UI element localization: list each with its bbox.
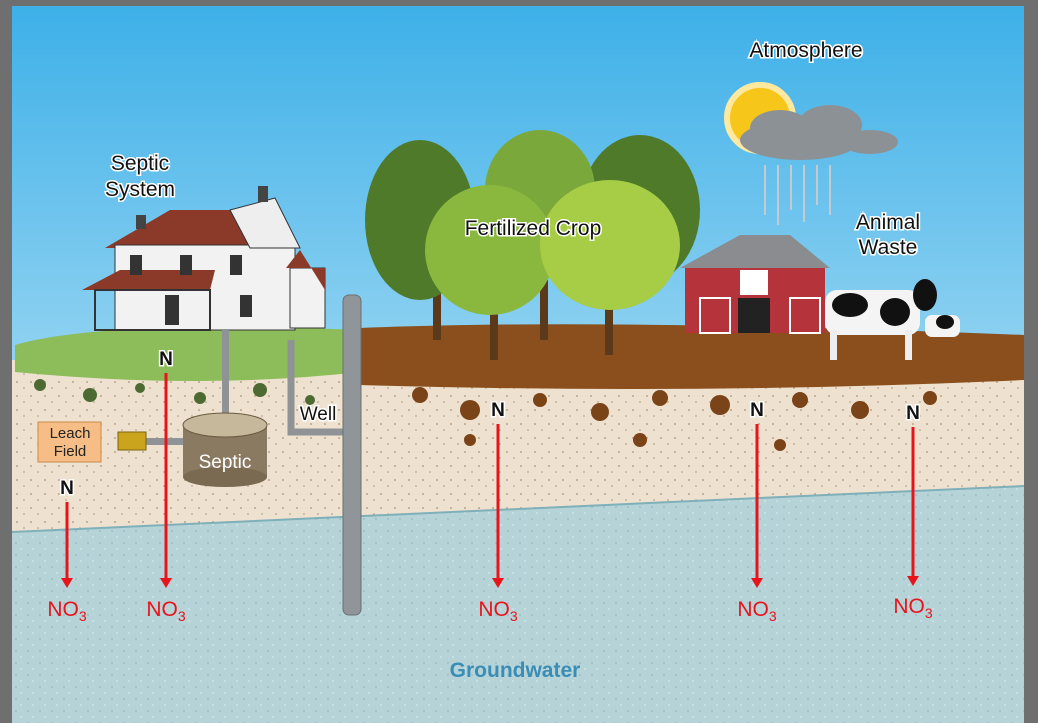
no3-sub: 3 [510,608,518,624]
fertilized-crop-label: Fertilized Crop [465,217,602,240]
no3-sub: 3 [178,608,186,624]
no3-base: NO [893,595,925,618]
well-label: Well [300,404,337,425]
atmosphere-label: Atmosphere [749,39,862,62]
septic-system-label: Septic [111,152,169,175]
no3-sub: 3 [925,605,933,621]
animal-waste-label: Waste [859,236,918,259]
no3-sub: 3 [79,608,87,624]
n-label: N [60,478,74,499]
septic-label: Septic [199,452,252,473]
animal-waste-label: Animal [856,211,920,234]
n-label: N [750,400,764,421]
n-label: N [491,400,505,421]
no3-sub: 3 [769,608,777,624]
n-label: N [906,403,920,424]
grass [15,327,360,381]
farm-soil [360,324,1024,389]
septic-system-label: System [105,178,175,201]
no3-base: NO [47,598,79,621]
leach-field-label: Field [54,443,87,460]
no3-base: NO [146,598,178,621]
no3-base: NO [737,598,769,621]
diagram: Atmosphere Septic System Fertilized Crop… [0,0,1038,723]
septic-tank [183,413,267,487]
leach-field-label: Leach [50,425,91,442]
n-label: N [159,349,173,370]
no3-base: NO [478,598,510,621]
groundwater-label: Groundwater [450,659,581,682]
